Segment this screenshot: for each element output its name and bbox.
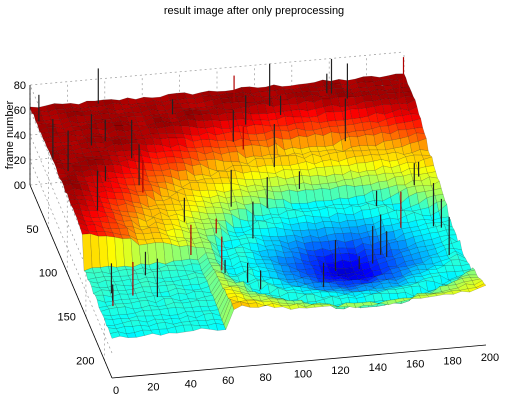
z-axis-label: frame number [4, 100, 16, 169]
x-axis-line [111, 344, 487, 379]
x-tick-label: 160 [406, 359, 424, 371]
x-tick-label: 200 [481, 352, 499, 364]
surface-patch [475, 283, 487, 289]
axis-layer [29, 85, 487, 379]
z-tick-label: 0 [20, 180, 26, 192]
surface-patch [446, 229, 457, 236]
surface-patch [451, 290, 462, 295]
x-tick-label: 40 [185, 378, 197, 390]
surface-patch [401, 87, 412, 93]
y-tick-label: 0 [14, 180, 20, 192]
z-tick-label: 20 [14, 155, 26, 167]
y-tick-label: 50 [26, 224, 38, 236]
surface-patch [399, 83, 410, 88]
x-tick-label: 100 [294, 369, 312, 381]
z-tick-label: 40 [14, 130, 26, 142]
z-tick-label: 60 [14, 105, 26, 117]
surface-layer [29, 57, 487, 339]
z-tick-label: 80 [14, 80, 26, 92]
y-tick-labels: 0 50 100 150 200 [14, 180, 95, 367]
z-tick-labels: 0 20 40 60 80 [14, 80, 26, 192]
x-tick-label: 60 [222, 375, 234, 387]
surface-patch [435, 292, 446, 296]
x-tick-label: 140 [369, 362, 387, 374]
y-tick-label: 150 [58, 312, 76, 324]
x-tick-label: 20 [147, 382, 159, 394]
x-tick-label: 120 [331, 365, 349, 377]
y-tick-label: 100 [39, 268, 57, 280]
x-tick-label: 80 [259, 372, 271, 384]
y-tick-label: 200 [76, 355, 94, 367]
y-axis-line [29, 184, 113, 379]
chart-title: result image after only preprocessing [164, 5, 344, 17]
x-tick-label: 180 [443, 355, 461, 367]
x-tick-labels: 0 20 40 60 80 100 120 140 160 180 200 [113, 352, 499, 397]
x-tick-label: 0 [113, 385, 119, 397]
